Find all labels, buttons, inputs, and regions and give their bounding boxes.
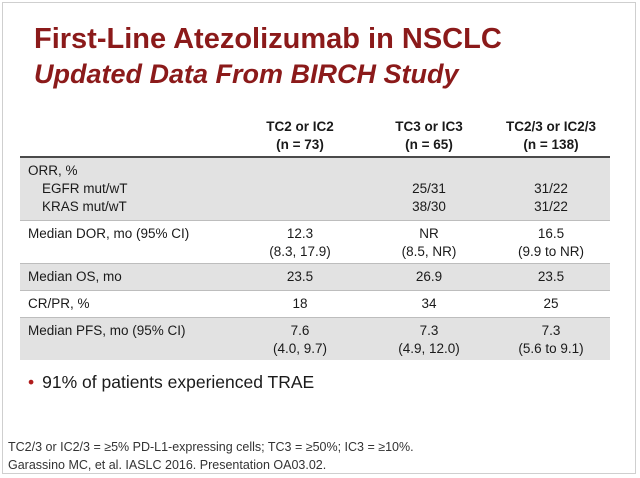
table-header-rule: [20, 156, 610, 158]
row-label-orr: ORR, % EGFR mut/wT KRAS mut/wT: [28, 162, 128, 216]
column-header-line1: TC3 or IC3: [395, 119, 463, 134]
row-label-dor: Median DOR, mo (95% CI): [28, 226, 190, 241]
orr-tc23-kras: 31/22: [534, 199, 568, 214]
column-header-line2: (n = 138): [523, 137, 579, 152]
slide-title: First-Line Atezolizumab in NSCLC: [34, 23, 502, 55]
column-header-tc3-ic3: TC3 or IC3 (n = 65): [364, 118, 494, 154]
dor-tc2-value: 12.3: [286, 226, 314, 241]
pfs-tc3-ci: (4.9, 12.0): [398, 341, 460, 356]
table-row-dor: Median DOR, mo (95% CI) 12.3 (8.3, 17.9)…: [20, 221, 610, 263]
pfs-tc23-cell: 7.3 (5.6 to 9.1): [486, 322, 616, 358]
table-row-pfs: Median PFS, mo (95% CI) 7.6 (4.0, 9.7) 7…: [20, 318, 610, 360]
row-divider: [20, 220, 610, 221]
dor-tc3-value: NR: [419, 226, 439, 241]
footnote-citation: Garassino MC, et al. IASLC 2016. Present…: [8, 458, 327, 472]
egfr-label: EGFR mut/wT: [42, 181, 128, 196]
slide-subtitle: Updated Data From BIRCH Study: [34, 59, 459, 89]
row-divider: [20, 263, 610, 264]
crpr-tc23-value: 25: [543, 296, 559, 311]
bullet-text: 91% of patients experienced TRAE: [42, 372, 315, 392]
pfs-tc23-value: 7.3: [541, 323, 561, 338]
orr-tc3-egfr: 25/31: [412, 181, 446, 196]
kras-label: KRAS mut/wT: [42, 199, 127, 214]
column-header-line2: (n = 73): [276, 137, 324, 152]
table-row-orr: ORR, % EGFR mut/wT KRAS mut/wT 25/31 38/…: [20, 158, 610, 220]
dor-tc3-cell: NR (8.5, NR): [364, 225, 494, 261]
column-header-line2: (n = 65): [405, 137, 453, 152]
pfs-tc3-value: 7.3: [419, 323, 439, 338]
dor-tc2-cell: 12.3 (8.3, 17.9): [235, 225, 365, 261]
row-label-os: Median OS, mo: [28, 269, 122, 284]
pfs-tc3-cell: 7.3 (4.9, 12.0): [364, 322, 494, 358]
table-row-os: Median OS, mo 23.5 26.9 23.5: [20, 264, 610, 290]
pfs-tc2-value: 7.6: [290, 323, 310, 338]
os-tc23-value: 23.5: [537, 269, 565, 284]
pfs-tc23-ci: (5.6 to 9.1): [518, 341, 584, 356]
pfs-tc2-cell: 7.6 (4.0, 9.7): [235, 322, 365, 358]
orr-tc23-cell: 31/22 31/22: [486, 180, 616, 216]
footnote-definitions: TC2/3 or IC2/3 = ≥5% PD-L1-expressing ce…: [8, 440, 414, 454]
os-tc2-value: 23.5: [286, 269, 314, 284]
column-header-tc23-ic23: TC2/3 or IC2/3 (n = 138): [486, 118, 616, 154]
column-header-line1: TC2/3 or IC2/3: [505, 119, 597, 134]
dor-tc3-ci: (8.5, NR): [401, 244, 457, 259]
table-row-crpr: CR/PR, % 18 34 25: [20, 291, 610, 317]
orr-label: ORR, %: [28, 163, 78, 178]
row-label-crpr: CR/PR, %: [28, 296, 90, 311]
column-header-line1: TC2 or IC2: [266, 119, 334, 134]
crpr-tc3-value: 34: [421, 296, 437, 311]
orr-tc3-kras: 38/30: [412, 199, 446, 214]
dor-tc23-ci: (9.9 to NR): [517, 244, 585, 259]
row-label-pfs: Median PFS, mo (95% CI): [28, 323, 186, 338]
column-header-tc2-ic2: TC2 or IC2 (n = 73): [235, 118, 365, 154]
pfs-tc2-ci: (4.0, 9.7): [272, 341, 328, 356]
crpr-tc2-value: 18: [292, 296, 308, 311]
slide-frame: [2, 2, 636, 474]
orr-tc23-egfr: 31/22: [534, 181, 568, 196]
dor-tc23-value: 16.5: [537, 226, 565, 241]
orr-tc3-cell: 25/31 38/30: [364, 180, 494, 216]
bullet-dot-icon: •: [28, 372, 35, 392]
row-divider: [20, 290, 610, 291]
bullet-point: • 91% of patients experienced TRAE: [28, 372, 314, 393]
row-divider: [20, 317, 610, 318]
os-tc3-value: 26.9: [415, 269, 443, 284]
dor-tc23-cell: 16.5 (9.9 to NR): [486, 225, 616, 261]
dor-tc2-ci: (8.3, 17.9): [269, 244, 331, 259]
